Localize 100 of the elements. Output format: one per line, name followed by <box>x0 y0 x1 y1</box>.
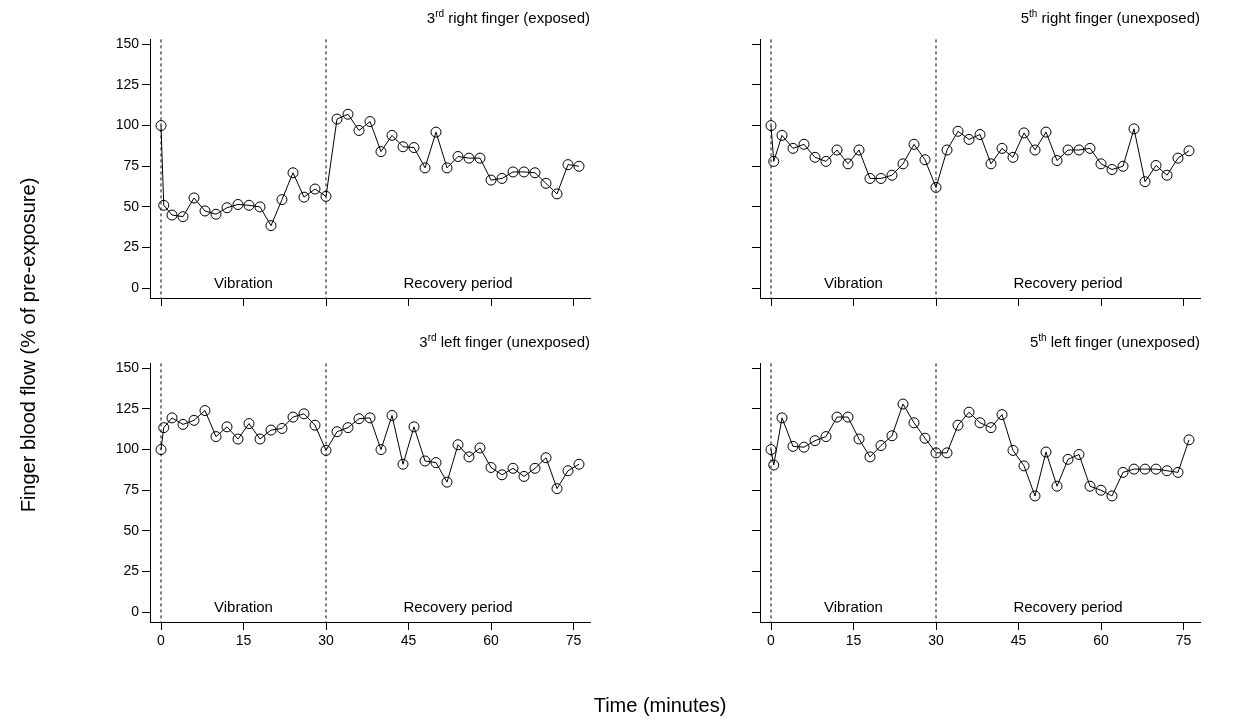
point <box>1029 490 1041 502</box>
point <box>155 120 167 132</box>
point <box>1150 159 1162 171</box>
point <box>1040 446 1052 458</box>
point <box>1172 466 1184 478</box>
point <box>875 440 887 452</box>
point <box>518 470 530 482</box>
x-tick-label: 75 <box>1175 632 1192 649</box>
point <box>831 144 843 156</box>
x-tick-label: 60 <box>1093 632 1109 649</box>
point <box>765 444 777 456</box>
point <box>930 181 942 193</box>
point <box>930 447 942 459</box>
point <box>1139 463 1151 475</box>
point <box>474 442 486 454</box>
point <box>996 142 1008 154</box>
point <box>441 162 453 174</box>
point <box>386 129 398 141</box>
point <box>787 142 799 154</box>
point <box>474 152 486 164</box>
point <box>452 439 464 451</box>
point <box>298 408 310 420</box>
point <box>864 172 876 184</box>
point <box>441 476 453 488</box>
point <box>496 469 508 481</box>
point <box>908 138 920 150</box>
point <box>232 433 244 445</box>
point <box>831 411 843 423</box>
y-tick-label: 75 <box>123 481 140 498</box>
y-axis-title: Finger blood flow (% of pre-exposure) <box>16 177 40 513</box>
point <box>820 155 832 167</box>
y-tick-label: 25 <box>123 562 140 579</box>
point <box>529 167 541 179</box>
x-axis-title: Time (minutes) <box>593 693 727 717</box>
point <box>1161 169 1173 181</box>
point <box>254 201 266 213</box>
point <box>853 144 865 156</box>
point <box>166 209 178 221</box>
point <box>776 129 788 141</box>
point <box>1117 466 1129 478</box>
y-tick-label: 0 <box>131 279 140 296</box>
point <box>1051 155 1063 167</box>
point <box>485 174 497 186</box>
point <box>188 192 200 204</box>
point <box>507 166 519 178</box>
point <box>463 152 475 164</box>
point <box>199 205 211 217</box>
point <box>1051 480 1063 492</box>
point <box>842 411 854 423</box>
point <box>1106 164 1118 176</box>
point <box>430 126 442 138</box>
point <box>1062 144 1074 156</box>
point <box>210 431 222 443</box>
y-tick-label: 100 <box>115 440 140 457</box>
point <box>820 431 832 443</box>
point <box>419 455 431 467</box>
annotation: Recovery period <box>403 598 513 616</box>
point <box>952 419 964 431</box>
point <box>963 133 975 145</box>
point <box>1062 453 1074 465</box>
point <box>177 211 189 223</box>
point <box>265 220 277 232</box>
point <box>309 419 321 431</box>
x-tick-label: 0 <box>157 632 166 649</box>
point <box>1073 448 1085 460</box>
y-tick-label: 150 <box>115 35 140 52</box>
x-tick-label: 75 <box>565 632 582 649</box>
point <box>952 125 964 137</box>
point <box>221 421 233 433</box>
point <box>776 412 788 424</box>
point <box>342 108 354 120</box>
point <box>375 146 387 158</box>
annotation: Recovery period <box>1013 598 1123 616</box>
point <box>908 417 920 429</box>
point <box>342 422 354 434</box>
annotation: Vibration <box>824 274 883 292</box>
point <box>897 158 909 170</box>
point <box>276 194 288 206</box>
x-tick-label: 30 <box>928 632 944 649</box>
point <box>886 430 898 442</box>
point <box>155 444 167 456</box>
point <box>809 151 821 163</box>
point <box>1161 465 1173 477</box>
annotation: Recovery period <box>403 274 513 292</box>
point <box>243 418 255 430</box>
point <box>320 444 332 456</box>
point <box>463 451 475 463</box>
point <box>529 462 541 474</box>
x-tick-label: 0 <box>767 632 776 649</box>
point <box>496 172 508 184</box>
point <box>853 433 865 445</box>
point <box>941 447 953 459</box>
point <box>419 162 431 174</box>
y-tick-label: 0 <box>131 603 140 620</box>
point <box>540 452 552 464</box>
point <box>985 422 997 434</box>
x-tick-label: 30 <box>318 632 334 649</box>
point <box>919 154 931 166</box>
point <box>243 199 255 211</box>
x-tick-label: 45 <box>400 632 417 649</box>
